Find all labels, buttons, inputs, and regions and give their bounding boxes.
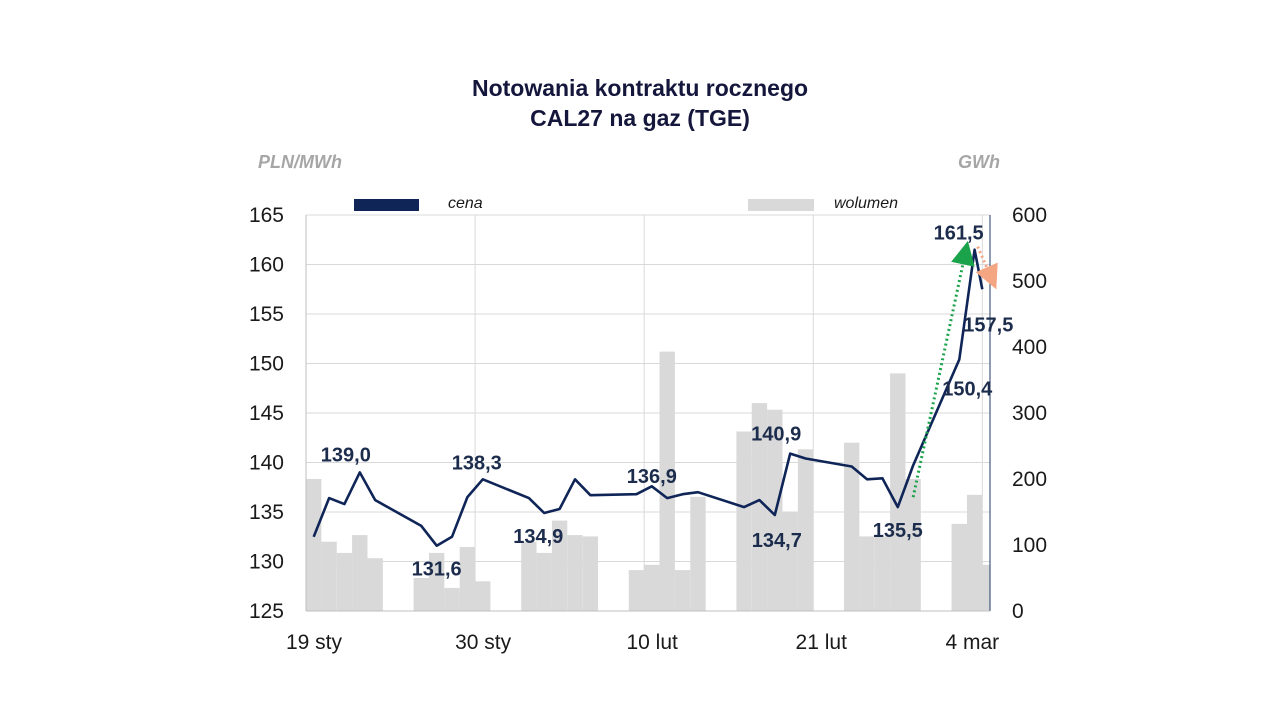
data-label: 139,0 <box>321 444 371 466</box>
right-axis-unit: GWh <box>958 152 1000 172</box>
data-label: 134,9 <box>513 526 563 548</box>
y-left-tick-label: 135 <box>249 501 284 524</box>
data-label: 131,6 <box>412 559 462 581</box>
x-tick-label: 30 sty <box>455 631 512 654</box>
uptrend-arrow <box>911 240 975 498</box>
legend-price-swatch <box>354 199 419 211</box>
volume-bar <box>321 541 337 611</box>
volume-bar <box>690 496 706 611</box>
y-left-tick-label: 130 <box>249 551 284 574</box>
legend-volume-label: wolumen <box>834 195 898 212</box>
data-label: 150,4 <box>942 379 993 401</box>
volume-bar <box>751 403 768 611</box>
volume-bar <box>874 536 891 611</box>
volume-bar <box>659 351 675 611</box>
y-right-tick-label: 300 <box>1012 402 1047 425</box>
y-right-tick-label: 600 <box>1012 204 1047 227</box>
volume-bar <box>974 564 990 611</box>
chart-title-line2: CAL27 na gaz (TGE) <box>530 105 750 131</box>
left-axis-unit: PLN/MWh <box>258 152 342 172</box>
legend-volume-swatch <box>748 199 814 211</box>
volume-bar <box>628 570 645 611</box>
y-right-tick-label: 400 <box>1012 336 1047 359</box>
volume-bar <box>567 535 583 611</box>
data-label: 161,5 <box>934 223 984 245</box>
data-label: 140,9 <box>751 424 801 446</box>
chart-title-line1: Notowania kontraktu rocznego <box>471 75 809 101</box>
x-tick-label: 4 mar <box>945 631 999 654</box>
volume-bar <box>306 479 322 611</box>
volume-bar <box>951 523 967 611</box>
volume-bar <box>797 449 814 611</box>
y-right-tick-label: 500 <box>1012 270 1047 293</box>
price-line-layer <box>312 240 998 548</box>
volume-bar <box>352 535 368 611</box>
data-label: 157,5 <box>963 314 1013 336</box>
volume-bar <box>475 581 491 611</box>
downtrend-arrow <box>975 246 998 290</box>
y-left-tick-label: 160 <box>249 254 284 277</box>
legend-price-label: cena <box>448 195 483 212</box>
y-left-tick-label: 165 <box>249 204 284 227</box>
x-tick-label: 21 lut <box>796 631 848 654</box>
data-label: 138,3 <box>452 452 502 474</box>
volume-bar <box>367 558 383 611</box>
y-left-tick-label: 150 <box>249 353 284 376</box>
axes: 125 130 135 140 145 150 155 160 165 0 100 200 300 400… <box>249 204 1047 654</box>
y-left-tick-label: 125 <box>249 600 284 623</box>
x-tick-label: 19 sty <box>286 631 343 654</box>
volume-bar <box>736 431 752 611</box>
volume-bar <box>336 552 353 611</box>
volume-bar <box>428 552 445 611</box>
volume-bar <box>459 546 476 611</box>
data-label: 135,5 <box>873 520 923 542</box>
y-right-tick-label: 200 <box>1012 468 1047 491</box>
volume-bar <box>859 536 875 611</box>
legend: cena wolumen <box>354 195 898 212</box>
volume-bar <box>890 373 906 611</box>
y-right-tick-label: 100 <box>1012 534 1047 557</box>
volume-bar <box>413 578 429 611</box>
data-labels: 139,0 131,6 138,3 134,9 136,9 140,9 134,7 135,5… <box>321 223 1014 581</box>
price-line <box>312 248 984 548</box>
volume-bar <box>905 479 921 611</box>
y-right-tick-label: 0 <box>1012 600 1024 623</box>
volume-bar <box>521 541 537 611</box>
x-tick-label: 10 lut <box>626 631 678 654</box>
y-left-tick-label: 140 <box>249 452 284 475</box>
data-label: 136,9 <box>627 466 677 488</box>
volume-bar <box>674 570 691 611</box>
volume-bar <box>444 587 460 611</box>
volume-bar <box>782 512 798 611</box>
volume-bar <box>582 536 599 611</box>
volume-bar <box>644 564 660 611</box>
volume-bar <box>843 442 860 611</box>
volume-bar <box>536 552 552 611</box>
volume-bar <box>551 520 568 611</box>
data-label: 134,7 <box>752 530 802 552</box>
y-left-tick-label: 155 <box>249 303 284 326</box>
y-left-tick-label: 145 <box>249 402 284 425</box>
